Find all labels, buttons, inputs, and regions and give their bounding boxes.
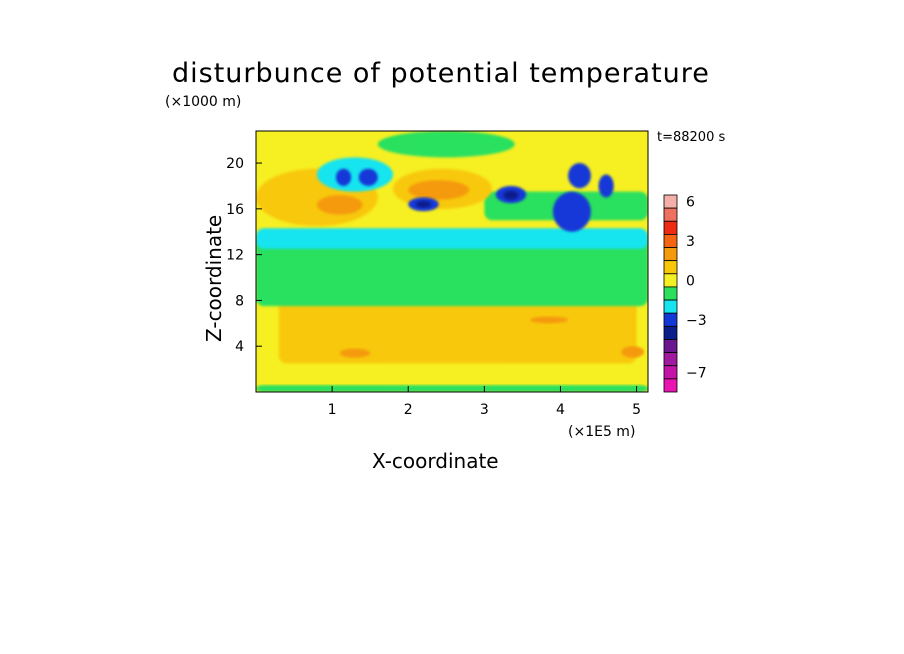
field-region-12 xyxy=(408,180,470,200)
x-unit-label: (×1E5 m) xyxy=(568,424,636,440)
field-region-10 xyxy=(316,195,363,215)
colorbar-swatch xyxy=(663,339,678,354)
field-region-17 xyxy=(415,200,432,208)
field-region-22 xyxy=(598,174,614,198)
field-region-24 xyxy=(358,168,378,186)
field-region-7 xyxy=(377,131,515,158)
colorbar-swatch xyxy=(663,260,678,275)
field-region-23 xyxy=(335,168,352,186)
colorbar-label: −3 xyxy=(686,313,707,329)
field-region-15 xyxy=(316,157,394,192)
colorbar-label: 3 xyxy=(686,234,695,250)
time-label: t=88200 s xyxy=(657,130,726,145)
x-tick-label: 2 xyxy=(404,402,413,418)
y-tick-label: 4 xyxy=(235,339,244,355)
x-axis: 1 2 3 4 5 xyxy=(328,386,641,418)
colorbar-swatch xyxy=(663,233,678,248)
x-tick-label: 5 xyxy=(632,402,641,418)
field-region-20 xyxy=(552,191,591,232)
colorbar: 6 3 0 −3 −7 xyxy=(663,194,707,393)
field-region-1 xyxy=(278,294,637,364)
x-tick-label: 4 xyxy=(556,402,565,418)
colorbar-swatch xyxy=(663,365,678,380)
contour-field xyxy=(256,131,648,392)
y-unit-label: (×1000 m) xyxy=(165,94,242,110)
x-tick-label: 1 xyxy=(328,402,337,418)
colorbar-swatch xyxy=(663,220,678,235)
y-tick-label: 16 xyxy=(226,202,244,218)
field-region-2 xyxy=(530,316,569,324)
chart-title: disturbunce of potential temperature xyxy=(172,58,710,89)
colorbar-swatch xyxy=(663,352,678,367)
field-region-3 xyxy=(339,348,371,358)
colorbar-swatch xyxy=(663,378,678,393)
field-region-14 xyxy=(256,228,648,249)
field-region-6 xyxy=(256,385,648,392)
colorbar-swatch xyxy=(663,312,678,327)
colorbar-swatch xyxy=(663,247,678,262)
x-tick-label: 3 xyxy=(480,402,489,418)
colorbar-swatch xyxy=(663,207,678,222)
y-tick-label: 20 xyxy=(226,156,244,172)
plot-frame xyxy=(255,130,649,393)
y-tick-label: 12 xyxy=(226,248,244,264)
y-axis: 4 8 12 16 20 xyxy=(226,156,262,355)
colorbar-label: −7 xyxy=(686,365,707,381)
colorbar-swatch xyxy=(663,273,678,288)
colorbar-swatch xyxy=(663,194,678,209)
colorbar-swatch xyxy=(663,299,678,314)
x-axis-label: X-coordinate xyxy=(372,449,499,473)
field-region-21 xyxy=(568,163,591,189)
y-tick-label: 8 xyxy=(235,293,244,309)
colorbar-swatch xyxy=(663,325,678,340)
field-region-4 xyxy=(621,346,645,358)
colorbar-label: 0 xyxy=(686,273,695,289)
colorbar-swatch xyxy=(663,286,678,301)
colorbar-label: 6 xyxy=(686,195,695,211)
field-region-19 xyxy=(503,190,519,200)
field-region-5 xyxy=(256,237,648,307)
